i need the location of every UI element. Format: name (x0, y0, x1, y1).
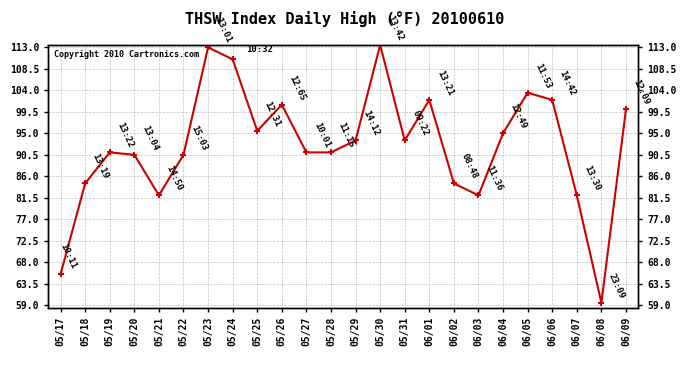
Text: 15:03: 15:03 (189, 124, 208, 152)
Text: 11:36: 11:36 (484, 164, 504, 193)
Text: 13:21: 13:21 (435, 69, 455, 97)
Text: 13:04: 13:04 (140, 124, 159, 152)
Text: 08:48: 08:48 (460, 153, 479, 181)
Text: 13:42: 13:42 (386, 14, 405, 42)
Text: 12:65: 12:65 (287, 74, 307, 102)
Text: 23:09: 23:09 (607, 272, 627, 300)
Text: 10:11: 10:11 (58, 242, 77, 270)
Text: 14:12: 14:12 (361, 110, 381, 138)
Text: Copyright 2010 Cartronics.com: Copyright 2010 Cartronics.com (55, 50, 199, 59)
Text: 13:30: 13:30 (582, 164, 602, 193)
Text: 09:22: 09:22 (411, 110, 430, 138)
Text: 10:32: 10:32 (246, 45, 273, 54)
Text: 11:15: 11:15 (337, 122, 356, 150)
Text: 13:19: 13:19 (90, 153, 110, 181)
Text: 13:22: 13:22 (115, 122, 135, 150)
Text: 14:50: 14:50 (164, 164, 184, 193)
Text: THSW Index Daily High (°F) 20100610: THSW Index Daily High (°F) 20100610 (186, 11, 504, 27)
Text: 12:31: 12:31 (263, 100, 282, 128)
Text: 11:53: 11:53 (533, 62, 553, 90)
Text: 10:01: 10:01 (312, 122, 331, 150)
Text: 13:01: 13:01 (214, 16, 233, 45)
Text: 12:49: 12:49 (509, 102, 528, 130)
Text: 14:42: 14:42 (558, 69, 578, 97)
Text: 12:09: 12:09 (631, 78, 651, 106)
